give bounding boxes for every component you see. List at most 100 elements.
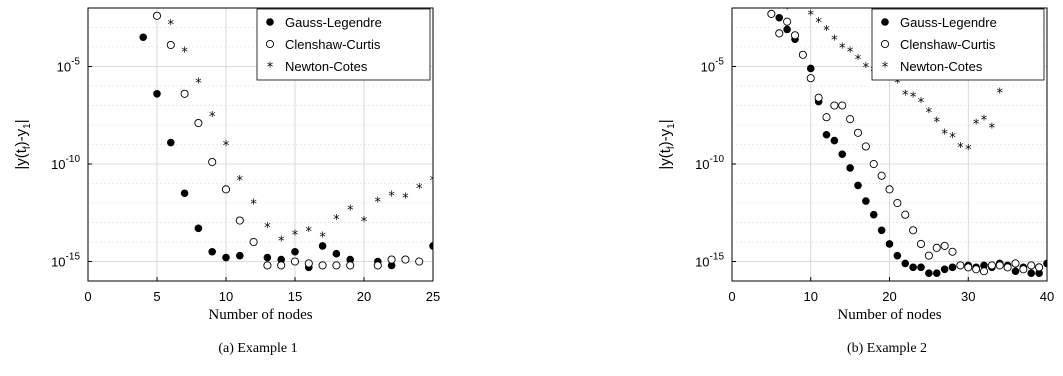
- data-point: [893, 198, 902, 208]
- x-tick-label: 15: [288, 289, 302, 304]
- data-point: *: [361, 215, 368, 230]
- data-point: [1035, 269, 1043, 278]
- data-point: [346, 261, 355, 270]
- data-point: *: [306, 225, 313, 240]
- data-point: *: [250, 198, 257, 213]
- data-point: [838, 101, 847, 110]
- x-tick-label: 0: [728, 289, 735, 304]
- legend-entry-label: Newton-Cotes: [900, 59, 983, 74]
- data-point: [783, 17, 792, 26]
- data-point: [1003, 263, 1012, 272]
- legend-entry-label: Gauss-Legendre: [900, 15, 997, 30]
- y-label-part: f: [22, 146, 33, 149]
- data-point: [208, 247, 216, 256]
- x-tick-label: 5: [153, 289, 160, 304]
- data-point: [152, 11, 162, 20]
- data-point: *: [416, 182, 423, 197]
- y-tick-label: 10-5: [701, 57, 725, 75]
- data-point: *: [989, 121, 996, 136]
- y-label-part: )-y: [657, 128, 674, 146]
- y-label-part: )-y: [13, 128, 30, 146]
- data-point: *: [926, 106, 933, 121]
- data-point: [166, 41, 175, 50]
- data-point: [277, 261, 286, 270]
- data-point: [798, 50, 807, 59]
- data-point: *: [1044, 0, 1051, 12]
- data-point: [869, 210, 878, 219]
- data-point: *: [784, 3, 791, 18]
- data-point: [194, 224, 203, 233]
- data-point: [885, 240, 894, 248]
- data-point: [332, 261, 341, 270]
- figure-caption: (a) Example 1: [218, 341, 297, 356]
- data-point: [1011, 259, 1020, 268]
- x-tick-label: 0: [84, 289, 91, 304]
- data-point: [415, 257, 424, 266]
- data-point: *: [223, 139, 230, 154]
- data-point: [877, 171, 886, 180]
- series-clenshaw-curtis: [152, 11, 424, 270]
- data-point: *: [934, 116, 941, 131]
- x-tick-label: 10: [804, 289, 818, 304]
- data-point: [266, 18, 274, 26]
- data-point: [318, 242, 327, 250]
- data-point: [916, 239, 926, 248]
- data-point: [862, 197, 870, 205]
- legend: Gauss-Legendre Clenshaw-Curtis * Newton-Cot…: [871, 8, 1045, 81]
- data-point: [956, 261, 965, 270]
- data-point: [932, 243, 941, 252]
- data-point: *: [800, 0, 807, 14]
- tick-base: 10: [51, 255, 65, 270]
- y-label-part: |y(t: [13, 148, 30, 169]
- tick-base: 10: [701, 60, 715, 75]
- data-point: *: [154, 0, 161, 6]
- y-label-part: |: [13, 119, 30, 123]
- data-point: *: [792, 0, 799, 2]
- legend-box: [871, 8, 1045, 81]
- data-point: [221, 185, 231, 194]
- series-newton-cotes: * * * * * * * * * * * * * * * * * * * * *: [154, 0, 433, 250]
- x-axis-label: Number of nodes: [208, 307, 312, 323]
- data-point: [1043, 259, 1047, 268]
- data-point: [940, 241, 949, 250]
- tick-base: 10: [57, 60, 71, 75]
- data-point: *: [957, 141, 964, 156]
- data-point: *: [973, 118, 980, 133]
- data-point: [249, 237, 258, 247]
- x-tick-label: 30: [961, 289, 975, 304]
- data-point: [806, 64, 815, 73]
- tick-exponent: -15: [66, 252, 81, 263]
- data-point: [881, 18, 889, 26]
- data-point: [877, 226, 886, 235]
- data-point: *: [278, 235, 285, 250]
- data-point: [948, 263, 957, 272]
- data-point: [972, 265, 981, 274]
- data-point: [263, 253, 272, 262]
- data-point: [846, 164, 854, 172]
- data-point: [1011, 267, 1020, 276]
- data-point: [1035, 263, 1044, 272]
- data-point: *: [815, 16, 822, 31]
- data-point: *: [847, 45, 854, 60]
- y-label-part: |: [657, 119, 674, 123]
- data-point: [814, 93, 823, 102]
- data-point: *: [292, 229, 299, 244]
- data-point: [932, 269, 941, 278]
- x-tick-label: 40: [1040, 289, 1054, 304]
- data-point: [901, 210, 910, 219]
- y-label-part: f: [666, 146, 677, 149]
- data-point: [909, 263, 917, 272]
- x-tick-label: 10: [219, 289, 233, 304]
- data-point: *: [388, 190, 395, 205]
- data-point: *: [402, 192, 409, 207]
- x-tick-label: 20: [882, 289, 896, 304]
- data-point: [332, 249, 341, 258]
- data-point: [925, 269, 933, 278]
- data-point: [265, 39, 275, 49]
- data-point: *: [894, 77, 901, 92]
- data-layer: * * * * * * * * * * * * * * * * * * * * *: [139, 0, 433, 272]
- data-point: [222, 253, 230, 262]
